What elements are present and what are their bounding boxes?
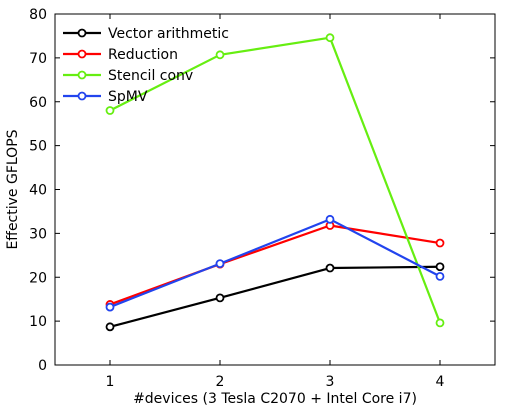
plot-area-frame	[55, 14, 495, 365]
data-point-marker	[327, 216, 334, 223]
series-line-reduction	[110, 225, 440, 304]
data-point-marker	[437, 319, 444, 326]
legend-marker	[79, 51, 86, 58]
y-tick-label: 80	[29, 7, 47, 23]
data-point-marker	[107, 107, 114, 114]
y-tick-label: 10	[29, 314, 47, 330]
legend-label: Stencil conv	[108, 68, 193, 84]
x-tick-label: 3	[326, 374, 335, 390]
data-point-marker	[327, 34, 334, 41]
legend-label: Vector arithmetic	[108, 26, 229, 42]
legend-marker	[79, 72, 86, 79]
data-point-marker	[437, 240, 444, 247]
y-tick-label: 0	[38, 358, 47, 374]
data-point-marker	[217, 260, 224, 267]
y-tick-label: 70	[29, 51, 47, 67]
y-tick-label: 20	[29, 270, 47, 286]
data-point-marker	[437, 273, 444, 280]
x-tick-label: 1	[106, 374, 115, 390]
y-tick-label: 40	[29, 183, 47, 199]
series-line-vector-arithmetic	[110, 267, 440, 327]
legend-entry: Reduction	[63, 47, 178, 63]
data-point-marker	[107, 323, 114, 330]
legend-entry: Stencil conv	[63, 68, 193, 84]
data-point-marker	[437, 263, 444, 270]
y-axis-title: Effective GFLOPS	[5, 129, 21, 249]
y-tick-label: 50	[29, 139, 47, 155]
legend-marker	[79, 30, 86, 37]
series-line-spmv	[110, 219, 440, 307]
legend-entry: Vector arithmetic	[63, 26, 229, 42]
x-axis-title: #devices (3 Tesla C2070 + Intel Core i7)	[133, 391, 417, 407]
data-point-marker	[107, 304, 114, 311]
y-tick-label: 60	[29, 95, 47, 111]
x-tick-label: 2	[216, 374, 225, 390]
legend-label: SpMV	[108, 89, 148, 105]
legend-label: Reduction	[108, 47, 178, 63]
x-tick-label: 4	[436, 374, 445, 390]
y-tick-label: 30	[29, 226, 47, 242]
data-point-marker	[217, 294, 224, 301]
legend-marker	[79, 93, 86, 100]
data-point-marker	[217, 51, 224, 58]
data-point-marker	[327, 265, 334, 272]
legend-entry: SpMV	[63, 89, 148, 105]
